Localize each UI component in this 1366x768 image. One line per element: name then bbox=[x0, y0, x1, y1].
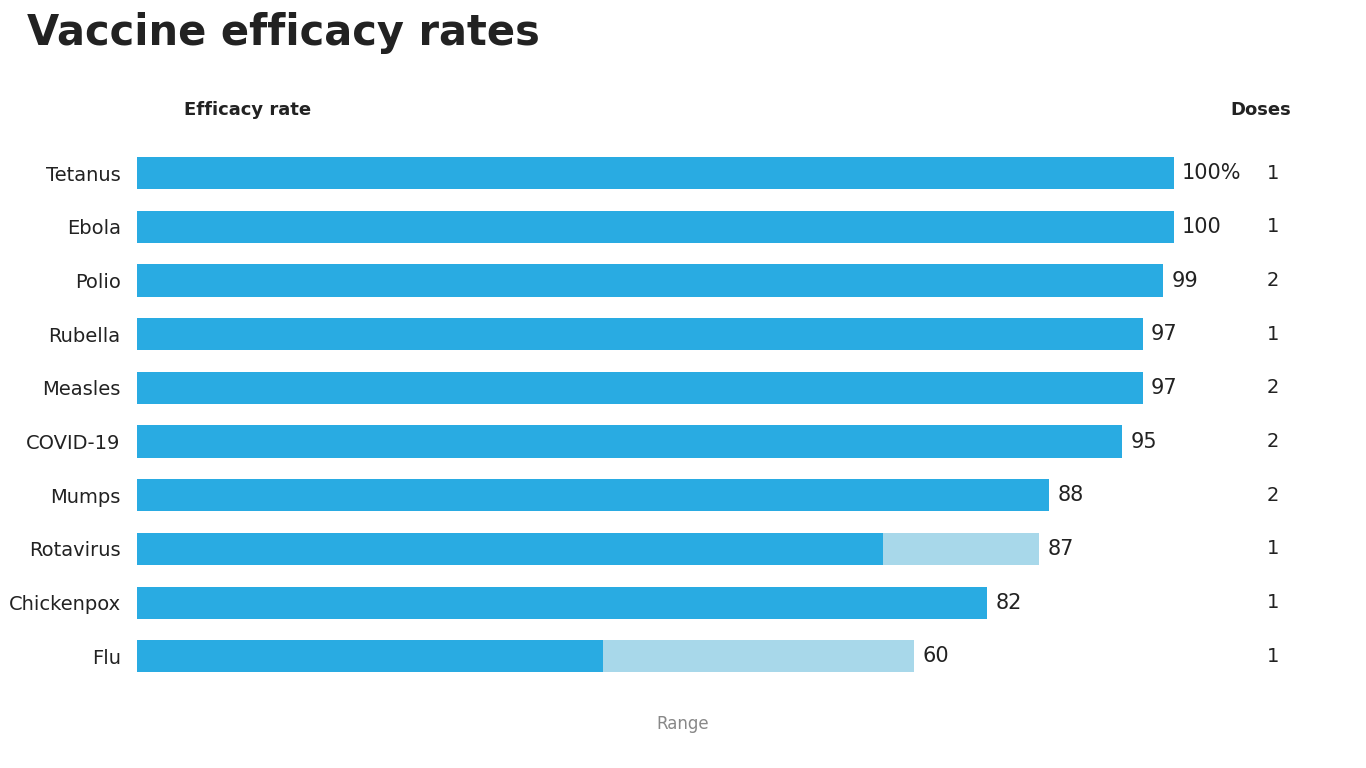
Text: 97: 97 bbox=[1152, 324, 1177, 344]
Text: 88: 88 bbox=[1057, 485, 1083, 505]
Text: 1: 1 bbox=[1268, 217, 1280, 237]
Bar bbox=[137, 587, 988, 619]
Text: 1: 1 bbox=[1268, 164, 1280, 183]
Text: 60: 60 bbox=[923, 647, 949, 667]
Bar bbox=[137, 372, 1142, 404]
Text: 99: 99 bbox=[1172, 270, 1198, 290]
Text: Vaccine efficacy rates: Vaccine efficacy rates bbox=[27, 12, 540, 54]
Text: 87: 87 bbox=[1048, 539, 1074, 559]
Bar bbox=[137, 264, 1164, 296]
Text: 2: 2 bbox=[1268, 485, 1280, 505]
Text: Range: Range bbox=[657, 716, 709, 733]
Text: 2: 2 bbox=[1268, 432, 1280, 451]
Text: 2: 2 bbox=[1268, 379, 1280, 397]
Bar bbox=[137, 318, 1142, 350]
Text: 82: 82 bbox=[996, 593, 1022, 613]
Text: Efficacy rate: Efficacy rate bbox=[184, 101, 311, 119]
Text: 100%: 100% bbox=[1182, 163, 1242, 183]
Text: 1: 1 bbox=[1268, 647, 1280, 666]
Bar bbox=[137, 533, 884, 565]
Bar bbox=[137, 157, 1173, 189]
Text: 100: 100 bbox=[1182, 217, 1221, 237]
Text: 97: 97 bbox=[1152, 378, 1177, 398]
Bar bbox=[137, 479, 1049, 511]
Bar bbox=[884, 533, 1040, 565]
Text: 1: 1 bbox=[1268, 593, 1280, 612]
Bar bbox=[137, 641, 604, 673]
Text: 1: 1 bbox=[1268, 539, 1280, 558]
Text: Doses: Doses bbox=[1231, 101, 1291, 119]
Text: 95: 95 bbox=[1130, 432, 1157, 452]
Bar bbox=[604, 641, 914, 673]
Bar bbox=[137, 425, 1121, 458]
Bar bbox=[137, 210, 1173, 243]
Text: 2: 2 bbox=[1268, 271, 1280, 290]
Text: 1: 1 bbox=[1268, 325, 1280, 344]
